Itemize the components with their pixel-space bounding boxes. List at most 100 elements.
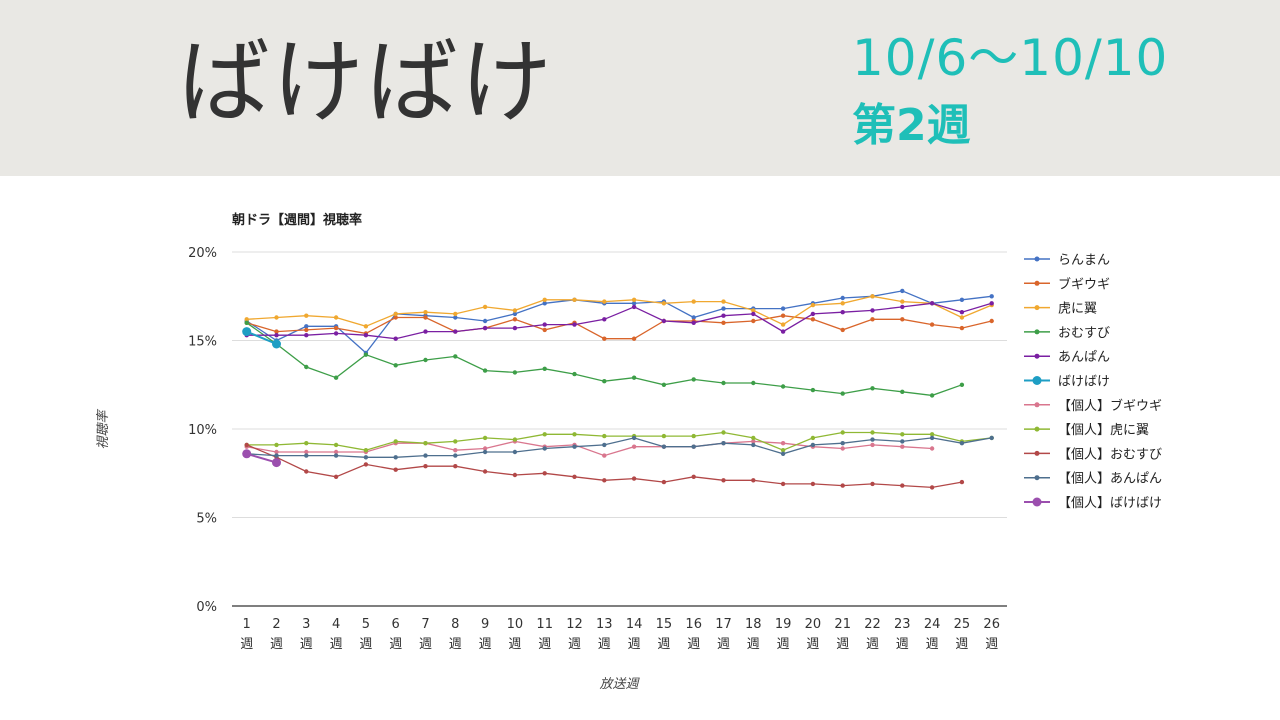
- series-path: [246, 431, 992, 451]
- x-tick-label: 26 週: [983, 617, 1000, 652]
- x-tick-label: 22 週: [864, 617, 881, 652]
- x-tick-label: 23 週: [894, 617, 911, 652]
- data-point: [751, 311, 756, 317]
- data-point: [453, 453, 458, 458]
- series-path: [246, 295, 992, 327]
- data-point: [602, 453, 607, 458]
- data-point: [393, 439, 398, 444]
- data-point: [900, 389, 905, 394]
- x-tick-label: 13 週: [596, 617, 613, 652]
- data-point: [721, 299, 726, 304]
- data-point: [453, 439, 458, 444]
- data-point: [363, 333, 369, 338]
- data-point: [423, 441, 428, 446]
- legend: らんまんブギウギ虎に翼おむすびあんぱんばけばけ【個人】ブギウギ【個人】虎に翼【個…: [1024, 253, 1162, 511]
- data-point: [333, 453, 339, 458]
- data-point: [780, 306, 786, 311]
- data-point: [482, 368, 488, 373]
- data-point: [393, 336, 398, 341]
- series-path: [246, 302, 992, 340]
- y-tick-labels: 0% 5% 10% 15% 20%: [188, 246, 217, 615]
- data-point: [900, 444, 905, 449]
- data-point: [572, 371, 577, 377]
- grid-lines: [232, 251, 1007, 607]
- data-point: [482, 469, 488, 474]
- data-point: [989, 301, 994, 306]
- series-line: [244, 288, 994, 356]
- data-point: [691, 377, 696, 382]
- chart-title: 朝ドラ【週間】視聴率: [232, 212, 362, 228]
- data-point: [304, 449, 309, 455]
- data-point: [810, 302, 816, 308]
- legend-marker: [1034, 353, 1040, 359]
- data-point: [989, 435, 994, 441]
- data-point: [870, 442, 875, 448]
- data-point: [631, 444, 637, 449]
- data-point: [840, 295, 845, 301]
- data-point: [751, 435, 756, 441]
- data-point: [661, 382, 667, 387]
- data-point: [751, 380, 756, 386]
- data-point: [751, 478, 756, 483]
- data-point: [453, 311, 458, 317]
- data-point: [512, 449, 518, 455]
- data-point: [274, 333, 279, 338]
- data-point: [274, 442, 279, 448]
- series-line: [244, 301, 994, 341]
- data-point: [631, 301, 637, 306]
- data-point: [542, 366, 547, 371]
- data-point: [870, 317, 875, 322]
- legend-item: 【個人】おむすび: [1024, 447, 1162, 462]
- x-tick-label: 17 週: [715, 617, 732, 652]
- legend-item: 【個人】ばけばけ: [1024, 496, 1162, 511]
- data-point: [542, 446, 547, 451]
- data-point: [274, 315, 279, 320]
- data-point: [542, 297, 547, 302]
- series-line: [242, 449, 281, 468]
- data-point: [721, 430, 726, 435]
- data-point: [602, 433, 607, 439]
- data-point: [900, 304, 905, 310]
- data-point: [721, 478, 726, 483]
- legend-marker: [1034, 329, 1040, 335]
- legend-label: 【個人】あんぱん: [1058, 472, 1162, 487]
- legend-marker: [1034, 426, 1040, 432]
- data-point: [542, 327, 547, 333]
- data-point: [304, 324, 309, 329]
- data-point: [989, 318, 994, 324]
- data-point: [661, 479, 667, 485]
- legend-label: 【個人】ブギウギ: [1058, 398, 1162, 414]
- data-point: [453, 315, 458, 320]
- data-point: [602, 442, 607, 448]
- series-path: [246, 322, 963, 397]
- data-point: [870, 481, 875, 487]
- data-point: [363, 462, 369, 467]
- data-point: [721, 441, 726, 446]
- data-point: [780, 329, 786, 334]
- data-point: [661, 444, 667, 449]
- data-point: [721, 380, 726, 386]
- data-point: [631, 435, 637, 441]
- data-point: [333, 325, 339, 331]
- series-line: [244, 439, 935, 458]
- data-point: [691, 433, 696, 439]
- data-point: [870, 386, 875, 391]
- data-point: [751, 308, 756, 313]
- data-point: [900, 439, 905, 444]
- data-point: [810, 387, 816, 393]
- data-point: [840, 301, 845, 306]
- data-point: [482, 449, 488, 455]
- data-point: [840, 446, 845, 451]
- data-point: [363, 324, 369, 329]
- legend-item: ばけばけ: [1024, 375, 1110, 390]
- data-point: [929, 435, 935, 441]
- data-point: [333, 315, 339, 320]
- data-point: [780, 322, 786, 327]
- data-point: [870, 294, 875, 299]
- data-point: [242, 449, 252, 459]
- data-point: [572, 322, 577, 327]
